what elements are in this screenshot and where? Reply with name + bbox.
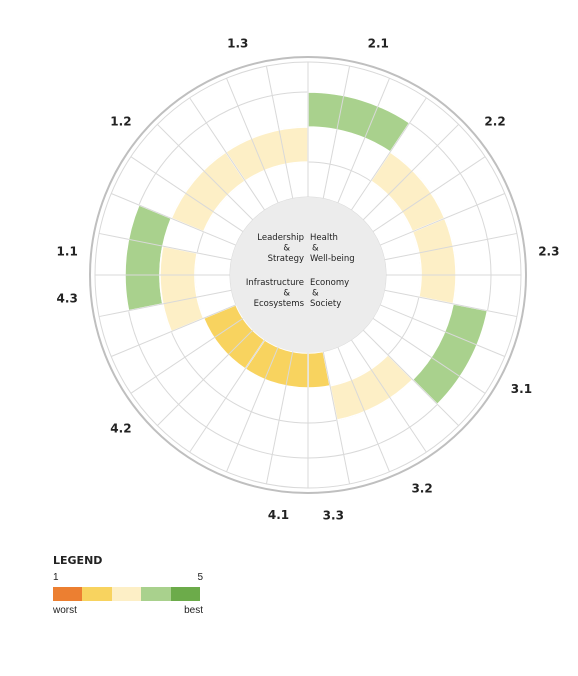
grid-spoke xyxy=(350,97,427,211)
legend-swatch-2 xyxy=(82,587,112,601)
legend: LEGEND 1 5 worst best xyxy=(53,554,203,616)
legend-max-label: 5 xyxy=(197,572,203,583)
grid-spoke xyxy=(98,289,232,318)
grid-spoke xyxy=(157,124,254,221)
legend-worst-label: worst xyxy=(53,605,77,616)
segment-3-1 xyxy=(411,302,489,406)
segment-label-1-1: 1.1 xyxy=(57,244,78,258)
segment-label-4-2: 4.2 xyxy=(110,422,131,436)
grid-spoke xyxy=(98,232,232,261)
center-label-infrastructure: Infrastructure & Ecosystems xyxy=(246,278,305,309)
grid-spoke xyxy=(322,65,351,199)
segment-3-2 xyxy=(329,353,414,422)
grid-spoke xyxy=(384,232,518,261)
segment-2-1 xyxy=(307,91,411,153)
grid-spoke xyxy=(384,289,518,318)
grid-spoke xyxy=(157,329,254,426)
grid-spoke xyxy=(379,304,505,357)
legend-scale-words: worst best xyxy=(53,605,203,616)
grid-spoke xyxy=(189,339,266,453)
legend-swatch-1 xyxy=(53,587,83,601)
grid-spoke xyxy=(372,317,486,394)
segment-label-1-2: 1.2 xyxy=(110,114,131,128)
grid-spoke xyxy=(379,193,505,246)
legend-swatch-5 xyxy=(170,587,201,601)
legend-title: LEGEND xyxy=(53,554,103,567)
segment-label-4-3: 4.3 xyxy=(57,292,78,306)
grid-spoke xyxy=(372,156,486,233)
segment-label-2-1: 2.1 xyxy=(368,36,389,50)
center-label-leadership: Leadership & Strategy xyxy=(257,233,304,264)
segment-2-3 xyxy=(411,217,457,305)
grid-spoke xyxy=(337,78,390,204)
center-label-health: Health & Well-being xyxy=(310,233,355,264)
center-label-economy: Economy & Society xyxy=(310,278,349,309)
grid-spoke xyxy=(265,351,294,485)
grid-spoke xyxy=(362,329,459,426)
grid-spoke xyxy=(226,78,279,204)
legend-scale-numbers: 1 5 xyxy=(53,572,203,583)
segment-label-2-2: 2.2 xyxy=(484,114,505,128)
legend-swatch-3 xyxy=(111,587,142,601)
segment-label-3-3: 3.3 xyxy=(323,509,344,520)
grid-spoke xyxy=(189,97,266,211)
segment-label-3-2: 3.2 xyxy=(411,481,432,495)
grid-spoke xyxy=(350,339,427,453)
grid-spoke xyxy=(322,351,351,485)
outer-ring xyxy=(89,56,527,494)
grid-spoke xyxy=(337,346,390,472)
segment-label-4-1: 4.1 xyxy=(268,508,289,520)
segment-label-2-3: 2.3 xyxy=(538,244,559,258)
segment-4-3 xyxy=(159,245,205,333)
grid-spoke xyxy=(226,346,279,472)
grid-spoke xyxy=(362,124,459,221)
grid-spoke xyxy=(111,304,237,357)
grid-spoke xyxy=(265,65,294,199)
legend-swatch-4 xyxy=(141,587,171,601)
legend-color-bar xyxy=(53,587,201,601)
legend-min-label: 1 xyxy=(53,572,59,583)
center-disc xyxy=(230,197,386,353)
segment-label-3-1: 3.1 xyxy=(511,382,532,396)
segment-layer xyxy=(124,91,489,422)
label-layer: 1.1 1.2 1.3 2.1 2.2 2.3 3.1 3.2 3.3 4.1 4.2 4.3 xyxy=(57,36,560,520)
grid-spoke xyxy=(130,317,244,394)
grid-spoke xyxy=(130,156,244,233)
segment-label-1-3: 1.3 xyxy=(227,36,248,50)
spoke-layer xyxy=(95,62,521,488)
legend-best-label: best xyxy=(184,605,203,616)
grid-spoke xyxy=(111,193,237,246)
